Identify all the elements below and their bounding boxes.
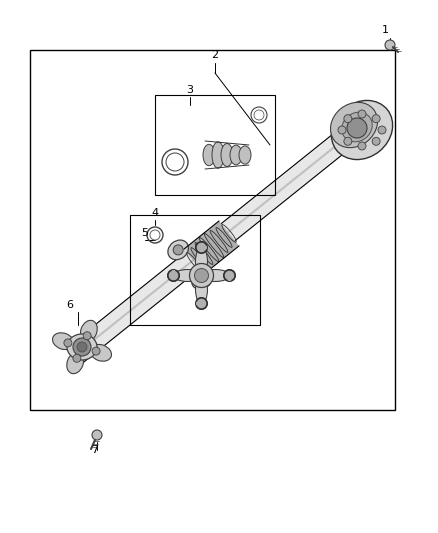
Ellipse shape	[221, 143, 233, 166]
Text: 5: 5	[141, 228, 148, 238]
Text: 2: 2	[212, 50, 219, 60]
Ellipse shape	[168, 240, 188, 260]
Circle shape	[77, 342, 87, 352]
Ellipse shape	[230, 145, 242, 165]
Ellipse shape	[90, 344, 112, 361]
Ellipse shape	[67, 352, 84, 374]
Circle shape	[344, 138, 352, 146]
Polygon shape	[184, 221, 239, 274]
Circle shape	[92, 430, 102, 440]
Circle shape	[173, 245, 183, 255]
Ellipse shape	[212, 142, 224, 168]
Circle shape	[73, 338, 91, 356]
Text: 7: 7	[92, 445, 99, 455]
Ellipse shape	[53, 333, 74, 350]
Circle shape	[358, 110, 366, 118]
Circle shape	[190, 263, 213, 287]
Text: 1: 1	[381, 25, 389, 35]
Circle shape	[167, 270, 180, 281]
Polygon shape	[344, 106, 381, 143]
Polygon shape	[68, 111, 375, 364]
Ellipse shape	[195, 276, 208, 303]
Ellipse shape	[342, 112, 372, 142]
Circle shape	[92, 347, 100, 355]
Circle shape	[194, 269, 208, 282]
Circle shape	[197, 274, 207, 285]
Circle shape	[372, 115, 380, 123]
Ellipse shape	[173, 270, 201, 281]
Ellipse shape	[203, 144, 215, 166]
Ellipse shape	[239, 146, 251, 164]
Circle shape	[347, 118, 367, 138]
Circle shape	[338, 126, 346, 134]
Text: 3: 3	[187, 85, 194, 95]
Circle shape	[385, 40, 395, 50]
Ellipse shape	[331, 102, 378, 148]
Ellipse shape	[201, 270, 230, 281]
Circle shape	[64, 339, 72, 347]
Circle shape	[344, 115, 352, 123]
Bar	[130, 215, 260, 325]
Circle shape	[378, 126, 386, 134]
Ellipse shape	[195, 247, 208, 276]
Text: 4: 4	[152, 208, 159, 218]
Bar	[30, 50, 395, 410]
Circle shape	[195, 241, 208, 254]
Ellipse shape	[192, 270, 212, 289]
Circle shape	[372, 138, 380, 146]
Circle shape	[223, 270, 236, 281]
Circle shape	[358, 142, 366, 150]
Ellipse shape	[67, 334, 97, 360]
Ellipse shape	[81, 320, 97, 342]
Text: 6: 6	[67, 300, 74, 310]
Circle shape	[195, 297, 208, 310]
Circle shape	[73, 354, 81, 362]
Bar	[155, 95, 275, 195]
Ellipse shape	[332, 100, 392, 159]
Circle shape	[83, 332, 91, 340]
